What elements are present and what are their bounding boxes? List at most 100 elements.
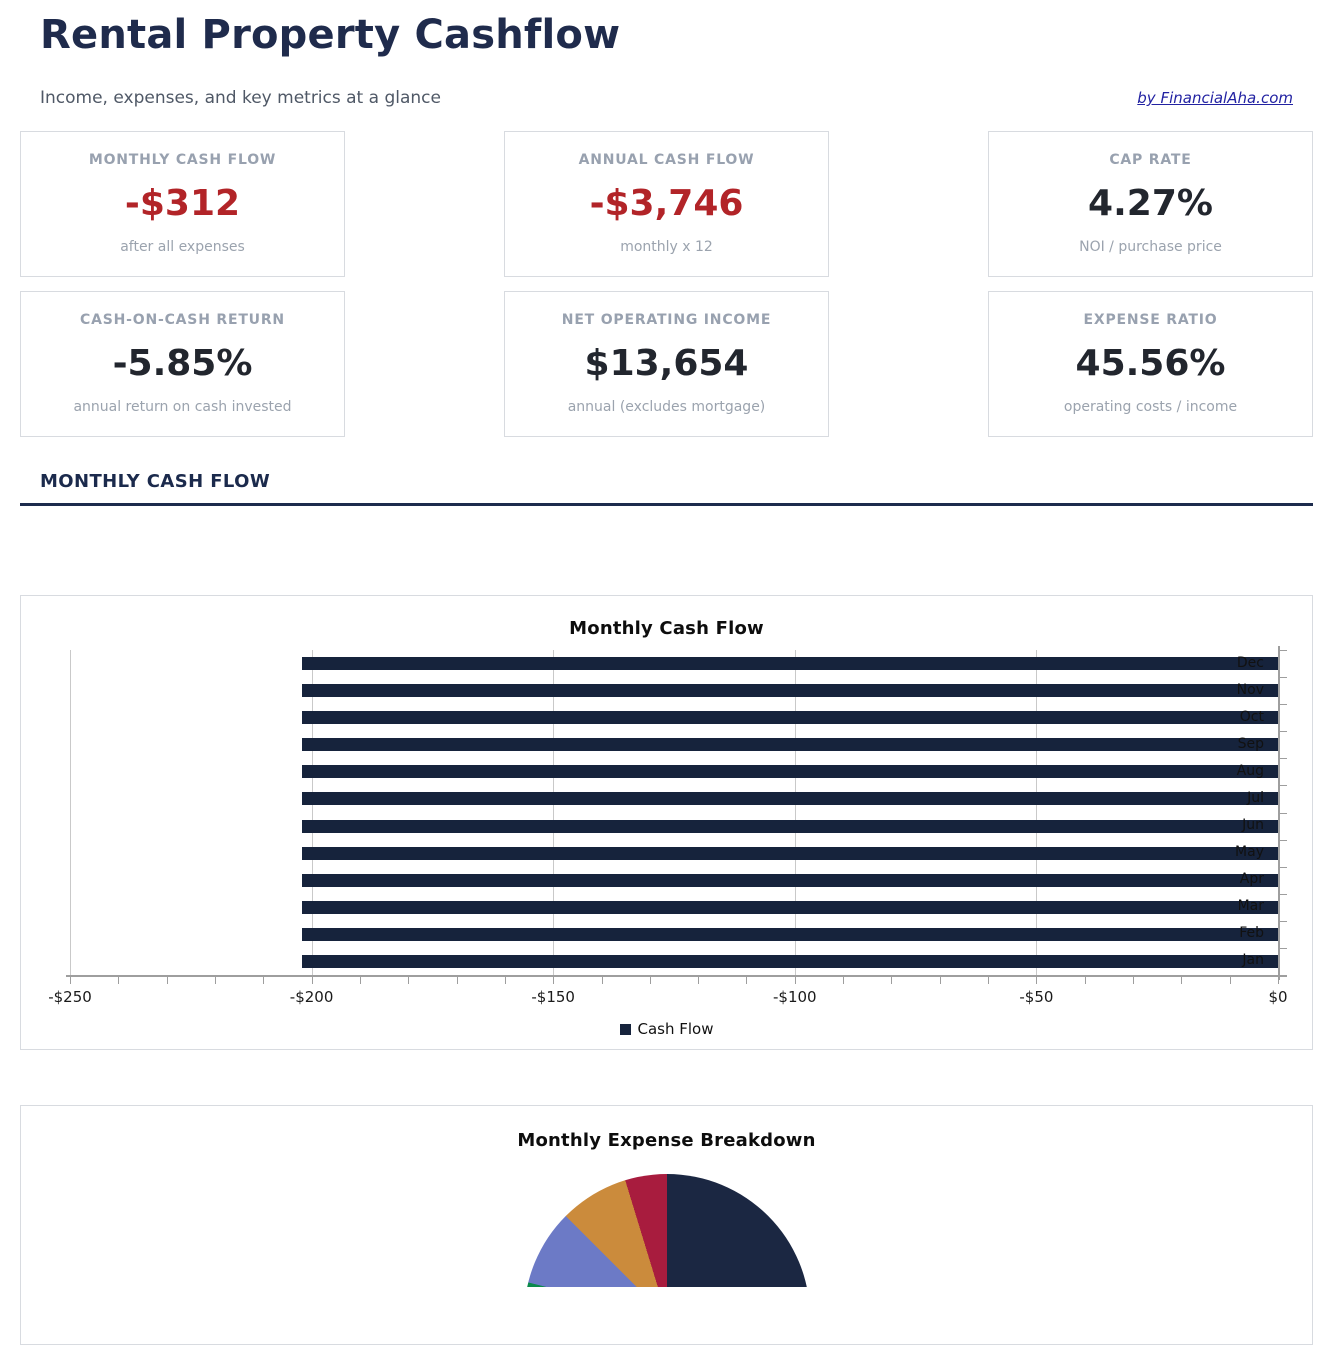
metric-label: CAP RATE <box>1109 152 1192 168</box>
category-axis-tick <box>1280 893 1287 895</box>
category-axis-tick <box>1280 704 1287 706</box>
category-label-sep: Sep <box>1237 735 1264 752</box>
metric-card-cash-on-cash-return: CASH-ON-CASH RETURN -5.85% annual return… <box>20 291 345 437</box>
metrics-grid: MONTHLY CASH FLOW -$312 after all expens… <box>20 131 1313 437</box>
category-axis-tick <box>1280 758 1287 760</box>
value-axis-tick <box>1084 977 1086 984</box>
category-label-aug: Aug <box>1236 762 1264 779</box>
x-tick-label: -$150 <box>531 988 575 1006</box>
metric-value: 45.56% <box>1075 342 1226 384</box>
category-label-feb: Feb <box>1239 925 1264 942</box>
value-axis-tick <box>118 977 120 984</box>
monthly-cash-flow-bar-chart: Monthly Cash Flow Cash Flow Dec Nov Oct Sep… <box>20 595 1313 1050</box>
x-tick-label: -$250 <box>48 988 92 1006</box>
chart-legend: Cash Flow <box>21 1020 1312 1038</box>
x-tick-label: -$50 <box>1019 988 1054 1006</box>
category-label-dec: Dec <box>1236 654 1264 671</box>
bar-jul <box>301 792 1278 806</box>
pie-clip-region <box>21 1106 1312 1287</box>
value-axis-tick <box>1181 977 1183 984</box>
metric-card-expense-ratio: EXPENSE RATIO 45.56% operating costs / i… <box>988 291 1313 437</box>
value-axis-tick <box>359 977 361 984</box>
metric-card-cap-rate: CAP RATE 4.27% NOI / purchase price <box>988 131 1313 277</box>
metric-card-annual-cash-flow: ANNUAL CASH FLOW -$3,746 monthly x 12 <box>504 131 829 277</box>
value-axis-tick <box>1036 977 1038 984</box>
metric-card-monthly-cash-flow: MONTHLY CASH FLOW -$312 after all expens… <box>20 131 345 277</box>
bar-aug <box>301 765 1278 779</box>
category-axis-tick <box>1280 920 1287 922</box>
value-axis-tick <box>214 977 216 984</box>
expense-pie <box>524 1174 810 1287</box>
value-axis-tick <box>311 977 313 984</box>
value-axis-tick <box>553 977 555 984</box>
value-axis-tick <box>70 977 71 984</box>
bar-mar <box>301 900 1278 914</box>
dashboard-page: Rental Property Cashflow Income, expense… <box>0 12 1333 1345</box>
category-axis-tick <box>1280 650 1287 651</box>
category-axis-tick <box>1280 731 1287 733</box>
category-label-mar: Mar <box>1237 898 1264 915</box>
metric-value: -$3,746 <box>589 182 744 224</box>
category-label-oct: Oct <box>1239 708 1264 725</box>
metric-note: after all expenses <box>120 239 245 255</box>
category-label-jun: Jun <box>1242 817 1264 834</box>
category-axis-tick <box>1280 812 1287 814</box>
gridline <box>311 650 313 975</box>
bar-jan <box>301 954 1278 968</box>
metric-label: ANNUAL CASH FLOW <box>578 152 755 168</box>
metric-card-net-operating-income: NET OPERATING INCOME $13,654 annual (exc… <box>504 291 829 437</box>
value-axis-tick <box>1278 977 1279 984</box>
category-label-jul: Jul <box>1247 789 1264 806</box>
value-axis-tick <box>939 977 941 984</box>
metric-label: CASH-ON-CASH RETURN <box>80 312 285 328</box>
category-label-jan: Jan <box>1242 952 1264 969</box>
metric-note: NOI / purchase price <box>1079 239 1222 255</box>
page-subtitle: Income, expenses, and key metrics at a g… <box>40 88 441 108</box>
section-divider <box>20 503 1313 506</box>
metric-note: annual return on cash invested <box>73 399 292 415</box>
category-label-may: May <box>1235 844 1264 861</box>
value-axis-tick <box>263 977 265 984</box>
x-tick-label: -$100 <box>773 988 817 1006</box>
metric-value: -$312 <box>124 182 241 224</box>
metric-label: NET OPERATING INCOME <box>561 312 772 328</box>
category-axis-tick <box>1280 785 1287 787</box>
category-axis-tick <box>1280 947 1287 949</box>
value-axis-tick <box>1229 977 1231 984</box>
value-axis-tick <box>456 977 458 984</box>
value-axis-tick <box>891 977 893 984</box>
monthly-expense-breakdown-pie-chart: Monthly Expense Breakdown <box>20 1105 1313 1345</box>
metric-value: -5.85% <box>112 342 253 384</box>
value-axis-tick <box>649 977 651 984</box>
bar-sep <box>301 738 1278 752</box>
category-label-apr: Apr <box>1239 871 1264 888</box>
value-axis-tick <box>988 977 990 984</box>
metric-note: monthly x 12 <box>620 239 713 255</box>
gridline <box>1036 650 1038 975</box>
value-axis-tick <box>166 977 168 984</box>
bar-dec <box>301 657 1278 671</box>
category-axis-tick <box>1280 677 1287 679</box>
category-axis-tick <box>1280 839 1287 841</box>
metric-value: $13,654 <box>584 342 749 384</box>
bar-feb <box>301 927 1278 941</box>
x-tick-label: $0 <box>1268 988 1288 1006</box>
value-axis-tick <box>601 977 603 984</box>
subtitle-row: Income, expenses, and key metrics at a g… <box>40 88 1293 108</box>
bar-oct <box>301 711 1278 725</box>
legend-swatch-icon <box>619 1023 631 1035</box>
gridline <box>794 650 796 975</box>
bar-may <box>301 846 1278 860</box>
category-axis <box>1278 646 1280 980</box>
value-axis <box>66 975 1287 977</box>
metric-value: 4.27% <box>1088 182 1213 224</box>
metric-label: EXPENSE RATIO <box>1083 312 1218 328</box>
bar-nov <box>301 684 1278 698</box>
value-axis-tick <box>698 977 700 984</box>
x-tick-label: -$200 <box>289 988 334 1006</box>
bar-jun <box>301 819 1278 833</box>
credit-link[interactable]: by FinancialAha.com <box>1137 89 1293 107</box>
bar-chart-title: Monthly Cash Flow <box>569 618 764 639</box>
value-axis-tick <box>408 977 410 984</box>
value-axis-tick <box>1133 977 1135 984</box>
